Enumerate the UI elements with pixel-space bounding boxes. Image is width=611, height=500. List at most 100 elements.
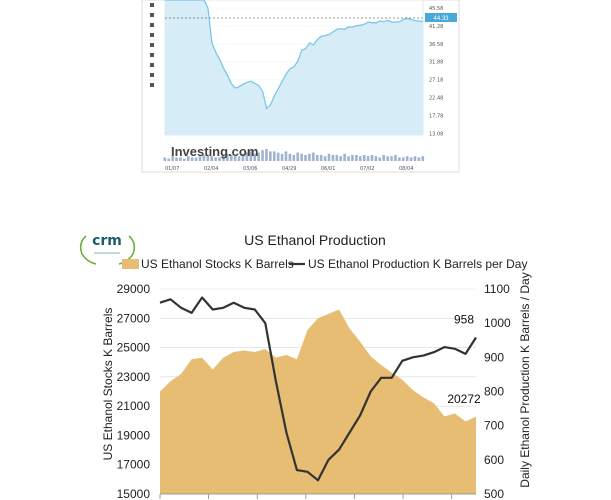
toolbar-tool-icon[interactable] — [150, 53, 154, 57]
volume-bar — [222, 155, 225, 161]
volume-bar — [190, 157, 194, 161]
volume-bar — [366, 156, 370, 161]
volume-bar — [331, 155, 335, 161]
drawing-toolbar — [150, 3, 154, 87]
volume-bar — [304, 155, 307, 161]
investing-y-ticks: 45.58 41.28 36.58 31.88 27.18 22.48 17.78 13.08 — [429, 6, 443, 137]
chart-title: US Ethanol Production — [244, 232, 386, 248]
annotations: 958 20272 — [447, 313, 481, 406]
volume-bar — [171, 156, 174, 161]
investing-y-tick: 22.48 — [429, 96, 443, 102]
volume-bar — [390, 156, 393, 161]
volume-bar — [351, 155, 354, 161]
right-y-tick: 1100 — [484, 282, 510, 296]
volume-bar — [237, 156, 241, 161]
current-price-badge — [425, 13, 457, 22]
volume-bars — [163, 149, 425, 161]
toolbar-tool-icon[interactable] — [150, 3, 154, 7]
volume-bar — [233, 156, 237, 161]
x-axis-ticks — [159, 494, 453, 499]
right-y-tick: 1000 — [484, 316, 511, 330]
left-y-tick: 27000 — [117, 311, 151, 325]
volume-bar — [183, 158, 186, 161]
volume-bar — [378, 157, 382, 161]
annotation-label: 20272 — [447, 392, 481, 406]
right-y-tick: 900 — [484, 350, 504, 364]
volume-bar — [308, 153, 311, 161]
volume-bar — [417, 157, 421, 161]
ethanol-chart: crm US Ethanol Production US Ethanol Sto… — [79, 232, 532, 500]
volume-bar — [272, 151, 276, 161]
volume-bar — [218, 157, 221, 161]
volume-bar — [315, 155, 319, 161]
investing-x-tick: 04/29 — [282, 166, 296, 172]
volume-bar — [319, 155, 323, 161]
volume-bar — [198, 156, 202, 161]
volume-bar — [296, 152, 300, 161]
investing-y-tick: 13.08 — [429, 131, 443, 137]
toolbar-tool-icon[interactable] — [150, 33, 154, 37]
investing-x-tick: 02/04 — [204, 166, 218, 172]
investing-y-tick: 27.18 — [429, 78, 443, 84]
toolbar-tool-icon[interactable] — [150, 73, 154, 77]
volume-bar — [214, 157, 217, 161]
volume-bar — [241, 153, 245, 161]
volume-bar — [323, 156, 327, 161]
volume-bar — [186, 156, 190, 161]
volume-bar — [421, 156, 425, 161]
left-y-tick: 19000 — [117, 428, 151, 442]
toolbar-tool-icon[interactable] — [150, 43, 154, 47]
current-price-label: 44.33 — [433, 16, 449, 22]
left-y-tick: 23000 — [117, 370, 151, 384]
volume-bar — [206, 155, 210, 161]
investing-watermark: Investing.com — [171, 144, 258, 159]
toolbar-tool-icon[interactable] — [150, 83, 154, 87]
volume-bar — [398, 157, 401, 161]
left-y-tick: 21000 — [117, 399, 151, 413]
volume-bar — [245, 152, 249, 161]
volume-bar — [339, 156, 343, 161]
volume-bar — [358, 156, 362, 161]
toolbar-tool-icon[interactable] — [150, 13, 154, 17]
annotation-label: 958 — [454, 313, 474, 327]
volume-bar — [335, 155, 339, 161]
volume-bar — [202, 155, 206, 161]
volume-bar — [284, 151, 288, 161]
volume-bar — [269, 151, 272, 161]
volume-bar — [175, 157, 178, 161]
investing-x-tick: 01/07 — [165, 166, 179, 172]
left-axis-label: US Ethanol Stocks K Barrels — [101, 308, 115, 461]
volume-bar — [374, 156, 378, 161]
legend: US Ethanol Stocks K Barrels US Ethanol P… — [122, 257, 527, 271]
volume-bar — [312, 152, 315, 161]
right-y-tick: 500 — [484, 487, 504, 500]
investing-x-tick: 08/04 — [399, 166, 413, 172]
stocks-area — [160, 309, 476, 494]
volume-bar — [394, 155, 397, 161]
volume-bar — [355, 155, 358, 161]
left-y-tick: 17000 — [117, 458, 151, 472]
price-area — [165, 0, 423, 135]
volume-bar — [288, 153, 292, 161]
investing-y-tick: 45.58 — [429, 6, 443, 12]
investing-y-tick: 36.58 — [429, 42, 443, 48]
volume-bar — [261, 150, 264, 161]
volume-bar — [265, 149, 268, 161]
volume-bar — [386, 156, 389, 161]
toolbar-tool-icon[interactable] — [150, 63, 154, 67]
volume-bar — [167, 158, 171, 161]
crm-logo-leaf-left — [79, 235, 97, 265]
left-y-tick: 25000 — [117, 341, 151, 355]
legend-swatch-stocks — [122, 259, 139, 269]
investing-y-tick: 17.78 — [429, 113, 443, 119]
volume-bar — [179, 157, 182, 161]
volume-bar — [409, 157, 413, 161]
toolbar-tool-icon[interactable] — [150, 23, 154, 27]
left-y-tick: 15000 — [117, 487, 151, 500]
crm-logo-text: crm — [92, 233, 122, 249]
investing-x-ticks: 01/07 02/04 03/06 04/29 06/01 07/02 08/04 — [165, 166, 413, 172]
volume-bar — [253, 153, 257, 161]
volume-bar — [405, 156, 409, 161]
right-y-tick: 800 — [484, 385, 504, 399]
volume-bar — [382, 155, 386, 161]
